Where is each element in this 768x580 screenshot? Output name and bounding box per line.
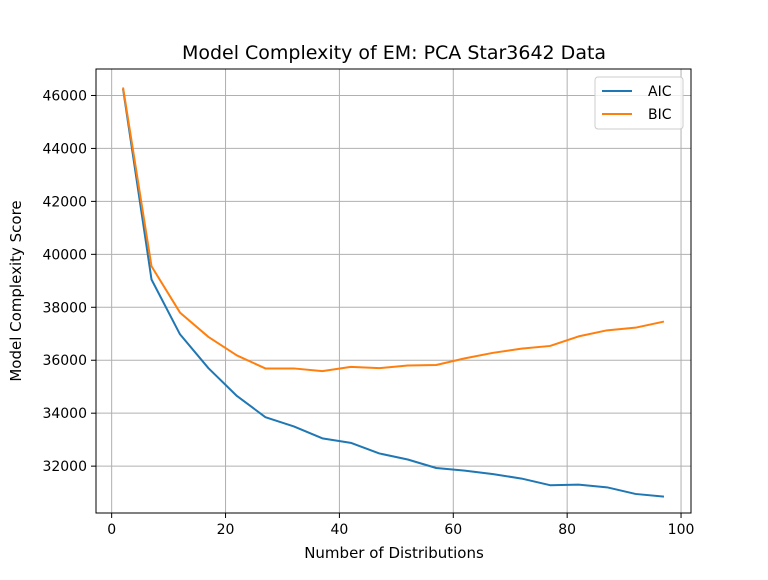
y-tick-label: 42000: [42, 194, 87, 210]
y-tick-label: 32000: [42, 459, 87, 475]
series-line-bic: [122, 87, 665, 373]
x-tick-label: 0: [107, 522, 116, 538]
y-tick-label: 36000: [42, 353, 87, 369]
x-tick-label: 100: [668, 522, 695, 538]
plot-frame: [95, 68, 692, 514]
axis-ticks: 0 20 40 60 80 100 32000 34000 36000 38000 40000 420…: [42, 88, 694, 538]
x-tick-label: 80: [558, 522, 576, 538]
x-tick-label: 40: [330, 522, 348, 538]
y-axis-label: Model Complexity Score: [7, 200, 25, 381]
y-tick-label: 44000: [42, 141, 87, 157]
x-tick-label: 20: [217, 522, 235, 538]
legend-label-aic: AIC: [648, 84, 672, 100]
y-tick-label: 34000: [42, 406, 87, 422]
series-line-aic: [122, 88, 665, 498]
x-axis-label: Number of Distributions: [304, 544, 484, 562]
x-tick-label: 60: [444, 522, 462, 538]
y-tick-label: 40000: [42, 247, 87, 263]
chart-title: Model Complexity of EM: PCA Star3642 Dat…: [182, 42, 606, 64]
grid-lines: [96, 69, 691, 513]
legend: AIC BIC: [594, 76, 684, 130]
y-tick-label: 38000: [42, 300, 87, 316]
legend-label-bic: BIC: [648, 107, 672, 123]
y-tick-label: 46000: [42, 88, 87, 104]
series-lines: [122, 87, 665, 498]
